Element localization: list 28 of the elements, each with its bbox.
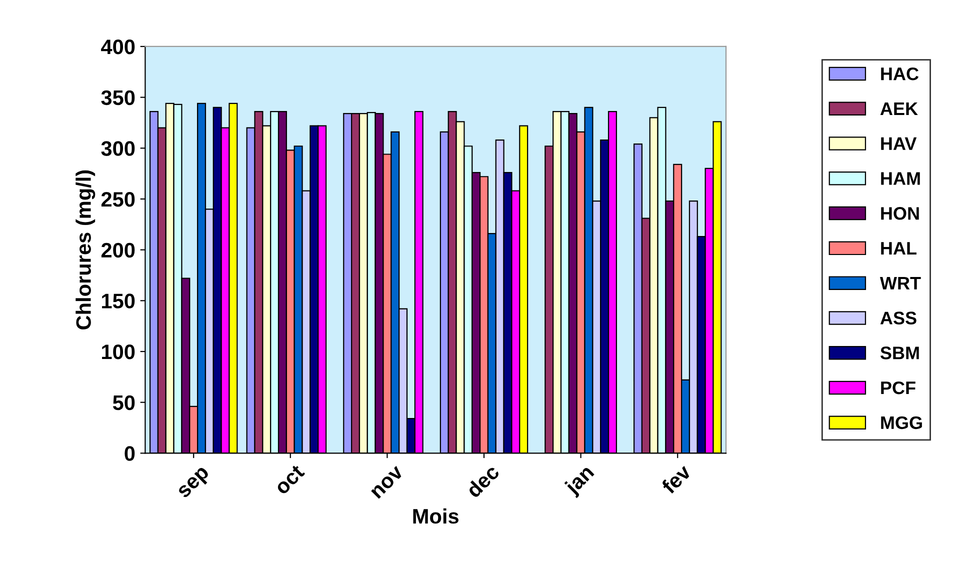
legend-label: HAV — [881, 137, 917, 150]
y-axis-title: Chlorures (mg/l) — [76, 170, 96, 330]
x-tick-label: jan — [563, 464, 598, 498]
legend-label: HAC — [881, 67, 919, 80]
legend-label: HAL — [881, 242, 916, 254]
x-tick-label: oct — [274, 464, 306, 496]
y-tick-label: 200 — [101, 242, 135, 258]
y-tick-label: 100 — [102, 344, 135, 360]
x-tick-label: fev — [660, 462, 692, 495]
y-tick-label: 300 — [101, 141, 135, 156]
legend-label: WRT — [880, 276, 921, 290]
legend-label: HAM — [881, 172, 920, 185]
legend-label: HON — [881, 207, 919, 220]
legend-label: AEK — [880, 102, 918, 115]
y-tick-label: 0 — [124, 446, 135, 461]
legend-label: SBM — [880, 346, 919, 360]
legend-label: MGG — [881, 416, 922, 430]
y-tick-label: 400 — [101, 39, 135, 54]
x-tick-label: dec — [465, 463, 500, 498]
y-tick-label: 250 — [101, 192, 135, 207]
x-tick-label: nov — [370, 466, 404, 499]
legend-label: ASS — [880, 312, 916, 324]
x-tick-label: sep — [177, 466, 213, 502]
x-axis-title: Mois — [413, 508, 458, 524]
legend-label: PCF — [881, 381, 916, 394]
y-tick-label: 350 — [101, 90, 135, 106]
y-tick-label: 50 — [112, 395, 135, 410]
y-tick-label: 150 — [102, 294, 135, 308]
